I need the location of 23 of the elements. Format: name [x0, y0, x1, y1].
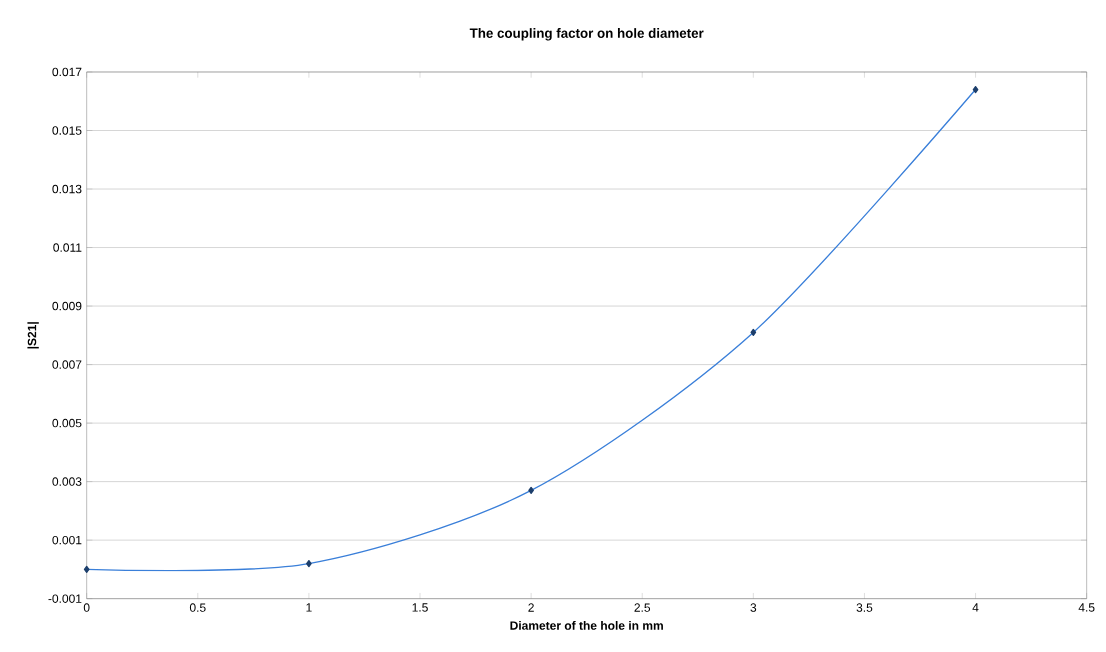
x-tick-label: 3.5	[856, 603, 873, 612]
x-tick-label: 4	[972, 603, 979, 612]
y-axis-title: |S21|	[27, 322, 39, 349]
x-tick-label: 4.5	[1078, 603, 1095, 612]
y-tick-label: 0.005	[52, 418, 82, 428]
y-tick-label: 0.017	[52, 67, 82, 77]
y-tick-label: 0.009	[52, 301, 82, 311]
chart-title: The coupling factor on hole diameter	[469, 28, 704, 41]
x-tick-label: 0.5	[189, 603, 206, 612]
x-tick-label: 1	[306, 603, 312, 612]
y-tick-label: 0.015	[52, 126, 82, 135]
y-tick-label: 0.013	[52, 184, 82, 194]
x-tick-label: 3	[750, 603, 757, 612]
y-tick-label: 0.007	[52, 360, 82, 369]
x-axis-title: Diameter of the hole in mm	[510, 621, 663, 630]
y-tick-label: -0.001	[48, 594, 82, 603]
y-tick-label: 0.001	[52, 535, 82, 545]
x-tick-label: 2.5	[634, 603, 651, 612]
x-tick-label: 2	[528, 603, 534, 612]
x-tick-label: 0	[83, 603, 90, 612]
y-tick-label: 0.011	[53, 243, 82, 252]
y-tick-label: 0.003	[52, 477, 82, 486]
x-tick-label: 1.5	[412, 603, 428, 612]
